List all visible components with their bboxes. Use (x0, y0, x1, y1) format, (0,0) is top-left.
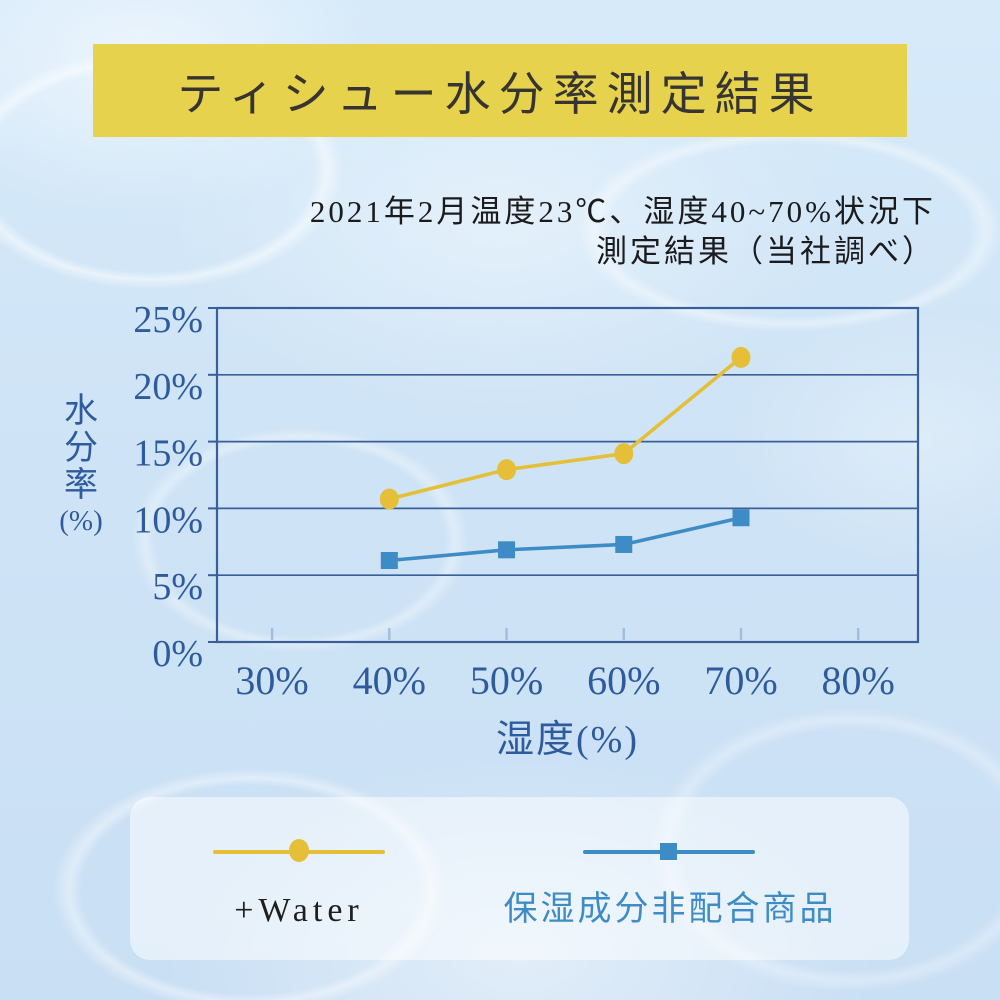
plot-frame (215, 306, 920, 644)
data-point-circle (731, 346, 751, 368)
data-point-square (498, 541, 516, 559)
y-tick-label: 15% (133, 433, 203, 475)
data-point-circle (614, 443, 634, 465)
y-axis-title-char: 率 (64, 467, 98, 504)
water-series-circle-marker-icon (289, 839, 309, 862)
legend-label-non-moisturizing: 保湿成分非配合商品 (503, 891, 837, 928)
y-axis-title-char: (%) (59, 505, 103, 537)
x-axis-title: 湿度(%) (496, 719, 639, 761)
x-tick-label: 80% (822, 658, 895, 703)
x-tick-label: 70% (704, 658, 777, 703)
y-tick-label: 10% (133, 499, 203, 541)
y-axis-title: 水 分 率 (%) (50, 393, 112, 538)
y-tick-label: 25% (133, 299, 203, 341)
measurement-conditions-line2: 測定結果（当社調べ） (596, 234, 936, 269)
legend-panel: +Water 保湿成分非配合商品 (130, 797, 909, 960)
water-ripple-decoration (120, 420, 480, 660)
measurement-conditions-line1: 2021年2月温度23℃、湿度40~70%状況下 (309, 194, 936, 229)
legend-label-water: +Water (234, 892, 364, 929)
x-tick-label: 40% (353, 658, 426, 703)
y-tick-label: 20% (133, 366, 203, 408)
x-tick-label: 30% (235, 658, 308, 703)
series-line-0 (388, 356, 743, 501)
y-axis-title-char: 水 (64, 393, 98, 430)
data-point-square (732, 509, 750, 527)
data-point-circle (379, 488, 399, 510)
data-point-square (615, 535, 633, 553)
x-tick-label: 50% (470, 658, 543, 703)
title-banner: ティシュー水分率測定結果 (93, 44, 907, 137)
data-point-square (380, 552, 398, 570)
non-moisturizing-series-square-marker-icon (660, 843, 677, 860)
y-tick-label: 5% (152, 566, 203, 608)
measurement-conditions-note: 2021年2月温度23℃、湿度40~70%状況下 測定結果（当社調べ） (310, 192, 936, 272)
data-point-circle (497, 459, 517, 481)
y-tick-label: 0% (152, 633, 203, 675)
page-title: ティシュー水分率測定結果 (177, 68, 823, 120)
y-axis-title-char: 分 (64, 430, 98, 467)
x-tick-label: 60% (587, 658, 660, 703)
series-line-1 (389, 515, 742, 563)
